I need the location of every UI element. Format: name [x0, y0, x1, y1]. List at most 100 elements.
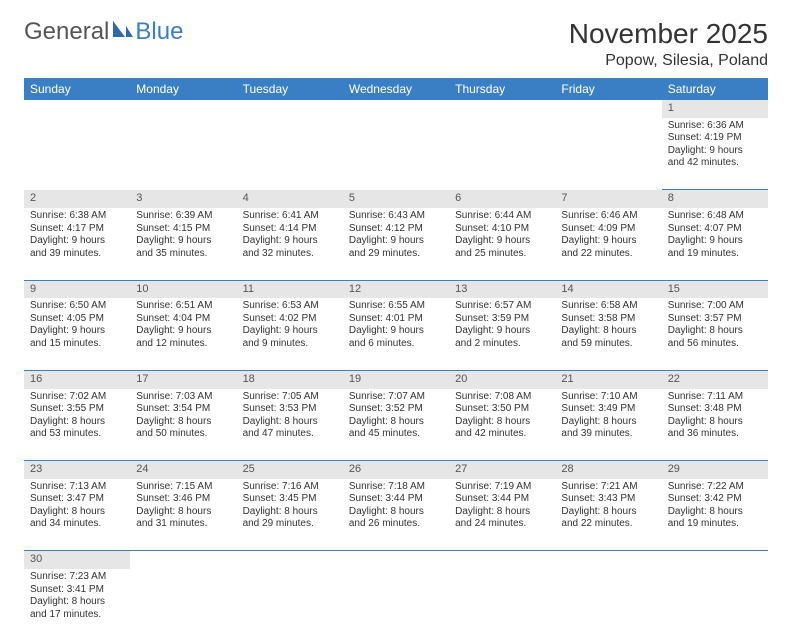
sunset-text: Sunset: 3:48 PM [668, 403, 762, 416]
week-row: Sunrise: 6:38 AMSunset: 4:17 PMDaylight:… [24, 208, 768, 280]
day-cell: Sunrise: 7:22 AMSunset: 3:42 PMDaylight:… [662, 479, 768, 551]
daylight-text: and 15 minutes. [30, 338, 124, 351]
sunrise-text: Sunrise: 6:44 AM [455, 210, 549, 223]
daylight-text: and 17 minutes. [30, 609, 124, 622]
daylight-text: and 42 minutes. [668, 157, 762, 170]
daylight-text: and 29 minutes. [349, 248, 443, 261]
daylight-text: and 31 minutes. [136, 518, 230, 531]
sunrise-text: Sunrise: 6:58 AM [561, 300, 655, 313]
day-number-cell: 13 [449, 280, 555, 298]
sunrise-text: Sunrise: 6:48 AM [668, 210, 762, 223]
sunrise-text: Sunrise: 6:38 AM [30, 210, 124, 223]
day-cell: Sunrise: 7:10 AMSunset: 3:49 PMDaylight:… [555, 389, 661, 461]
sunrise-text: Sunrise: 7:15 AM [136, 481, 230, 494]
day-number-cell [24, 100, 130, 118]
week-row: Sunrise: 6:36 AMSunset: 4:19 PMDaylight:… [24, 118, 768, 190]
sunset-text: Sunset: 3:43 PM [561, 493, 655, 506]
day-cell [662, 569, 768, 641]
daylight-text: and 59 minutes. [561, 338, 655, 351]
calendar-table: SundayMondayTuesdayWednesdayThursdayFrid… [24, 78, 768, 641]
day-number-cell: 2 [24, 190, 130, 208]
day-cell: Sunrise: 6:58 AMSunset: 3:58 PMDaylight:… [555, 298, 661, 370]
day-number-cell [449, 100, 555, 118]
sunrise-text: Sunrise: 7:07 AM [349, 391, 443, 404]
day-number-cell [130, 551, 236, 569]
daylight-text: and 50 minutes. [136, 428, 230, 441]
sunrise-text: Sunrise: 6:46 AM [561, 210, 655, 223]
header: General Blue November 2025 Popow, Silesi… [24, 18, 768, 70]
month-title: November 2025 [569, 18, 768, 50]
day-cell: Sunrise: 6:39 AMSunset: 4:15 PMDaylight:… [130, 208, 236, 280]
daylight-text: and 56 minutes. [668, 338, 762, 351]
logo-sail-icon [111, 18, 133, 46]
day-cell [449, 118, 555, 190]
daylight-text: Daylight: 8 hours [243, 506, 337, 519]
daylight-text: Daylight: 8 hours [349, 506, 443, 519]
day-number-cell [662, 551, 768, 569]
daylight-text: Daylight: 8 hours [561, 416, 655, 429]
day-header: Thursday [449, 78, 555, 100]
sunset-text: Sunset: 3:59 PM [455, 313, 549, 326]
day-number-cell: 12 [343, 280, 449, 298]
day-number-cell: 26 [343, 461, 449, 479]
logo-text-2: Blue [135, 18, 183, 46]
day-number-cell [555, 100, 661, 118]
sunset-text: Sunset: 3:53 PM [243, 403, 337, 416]
day-cell [130, 569, 236, 641]
day-header: Sunday [24, 78, 130, 100]
daylight-text: and 22 minutes. [561, 248, 655, 261]
sunrise-text: Sunrise: 6:57 AM [455, 300, 549, 313]
week-row: Sunrise: 7:23 AMSunset: 3:41 PMDaylight:… [24, 569, 768, 641]
daylight-text: and 24 minutes. [455, 518, 549, 531]
sunset-text: Sunset: 4:19 PM [668, 132, 762, 145]
sunrise-text: Sunrise: 6:50 AM [30, 300, 124, 313]
location: Popow, Silesia, Poland [569, 52, 768, 70]
day-number-cell: 18 [237, 370, 343, 388]
sunset-text: Sunset: 4:02 PM [243, 313, 337, 326]
daylight-text: Daylight: 8 hours [30, 416, 124, 429]
daylight-text: and 32 minutes. [243, 248, 337, 261]
day-number-cell: 3 [130, 190, 236, 208]
sunset-text: Sunset: 3:45 PM [243, 493, 337, 506]
day-number-cell: 29 [662, 461, 768, 479]
daylight-text: and 22 minutes. [561, 518, 655, 531]
sunrise-text: Sunrise: 7:00 AM [668, 300, 762, 313]
daynum-row: 1 [24, 100, 768, 118]
daylight-text: and 45 minutes. [349, 428, 443, 441]
sunrise-text: Sunrise: 7:05 AM [243, 391, 337, 404]
daylight-text: Daylight: 9 hours [455, 235, 549, 248]
sunrise-text: Sunrise: 6:51 AM [136, 300, 230, 313]
daylight-text: Daylight: 8 hours [243, 416, 337, 429]
day-cell: Sunrise: 6:50 AMSunset: 4:05 PMDaylight:… [24, 298, 130, 370]
daylight-text: and 34 minutes. [30, 518, 124, 531]
daylight-text: Daylight: 8 hours [455, 416, 549, 429]
day-number-cell [449, 551, 555, 569]
sunset-text: Sunset: 3:57 PM [668, 313, 762, 326]
day-cell: Sunrise: 7:11 AMSunset: 3:48 PMDaylight:… [662, 389, 768, 461]
day-number-cell: 14 [555, 280, 661, 298]
day-number-cell: 5 [343, 190, 449, 208]
sunset-text: Sunset: 3:44 PM [455, 493, 549, 506]
day-number-cell: 15 [662, 280, 768, 298]
day-cell: Sunrise: 6:57 AMSunset: 3:59 PMDaylight:… [449, 298, 555, 370]
day-number-cell: 1 [662, 100, 768, 118]
daylight-text: and 29 minutes. [243, 518, 337, 531]
day-number-cell [130, 100, 236, 118]
day-header: Tuesday [237, 78, 343, 100]
day-cell [237, 118, 343, 190]
daylight-text: Daylight: 8 hours [668, 506, 762, 519]
sunset-text: Sunset: 3:42 PM [668, 493, 762, 506]
day-number-cell: 19 [343, 370, 449, 388]
day-number-cell: 17 [130, 370, 236, 388]
day-cell: Sunrise: 7:07 AMSunset: 3:52 PMDaylight:… [343, 389, 449, 461]
sunrise-text: Sunrise: 6:53 AM [243, 300, 337, 313]
day-cell: Sunrise: 6:38 AMSunset: 4:17 PMDaylight:… [24, 208, 130, 280]
day-number-cell: 6 [449, 190, 555, 208]
sunrise-text: Sunrise: 7:19 AM [455, 481, 549, 494]
sunset-text: Sunset: 4:14 PM [243, 223, 337, 236]
sunset-text: Sunset: 4:04 PM [136, 313, 230, 326]
day-number-cell [237, 551, 343, 569]
daynum-row: 2345678 [24, 190, 768, 208]
sunset-text: Sunset: 3:44 PM [349, 493, 443, 506]
daylight-text: and 12 minutes. [136, 338, 230, 351]
